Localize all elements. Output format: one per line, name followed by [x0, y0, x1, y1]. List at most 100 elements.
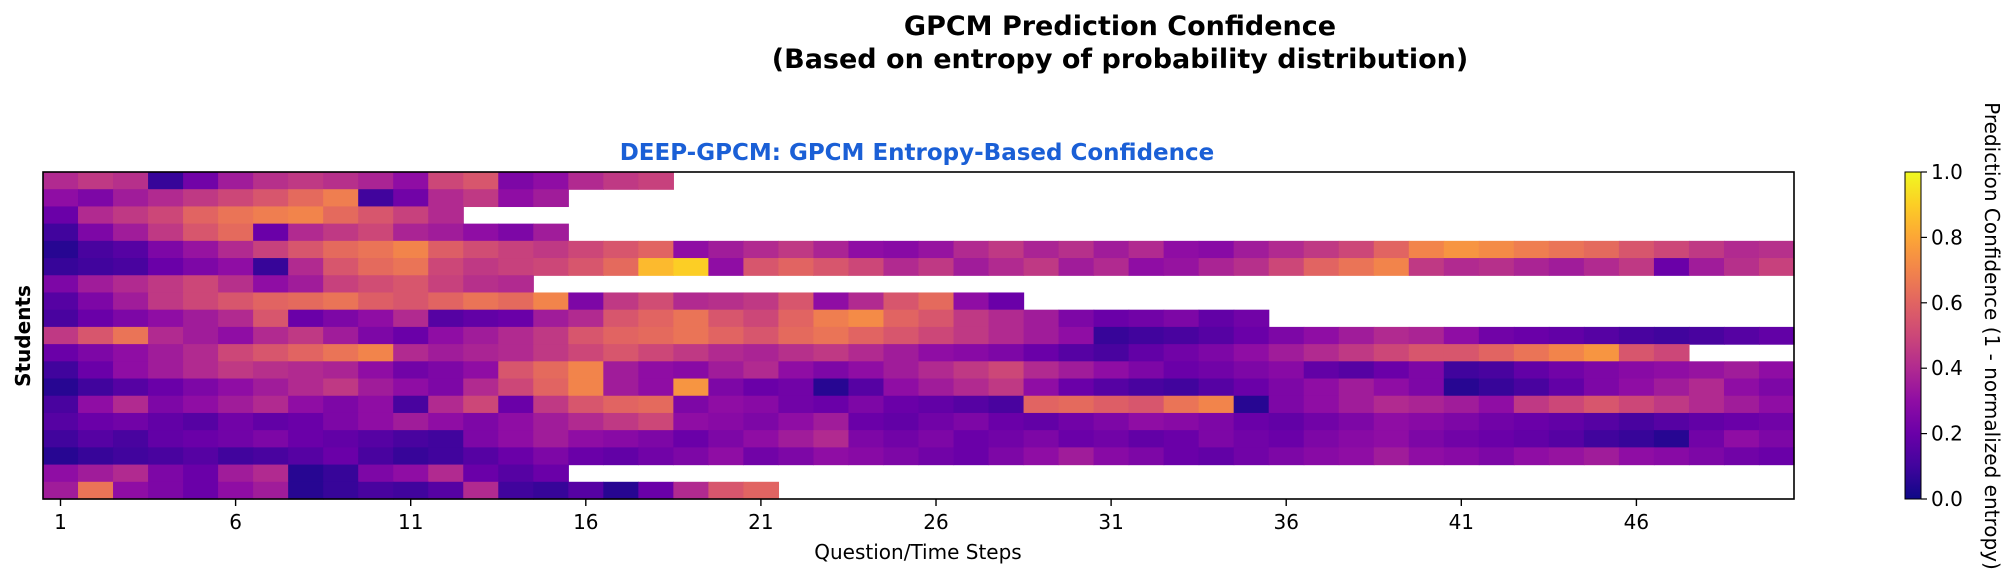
- heatmap-cell: [1303, 430, 1340, 448]
- heatmap-cell: [498, 378, 534, 397]
- heatmap-cell: [638, 309, 674, 328]
- heatmap-cell: [428, 326, 464, 345]
- heatmap-cell: [743, 395, 780, 414]
- heatmap-cell: [1303, 395, 1340, 414]
- heatmap-cell: [1338, 412, 1375, 431]
- heatmap-cell: [1723, 412, 1760, 431]
- heatmap-cell: [288, 464, 324, 483]
- heatmap-cell: [1373, 344, 1410, 362]
- heatmap-cell: [1268, 412, 1305, 431]
- heatmap-cell: [1198, 344, 1235, 362]
- heatmap-cell: [113, 223, 149, 242]
- heatmap-cell: [1023, 258, 1060, 276]
- heatmap-cell: [43, 378, 79, 397]
- heatmap-cell: [288, 481, 324, 500]
- heatmap-cell: [1653, 258, 1690, 276]
- heatmap-cell: [218, 240, 254, 259]
- heatmap-cell: [183, 189, 219, 208]
- heatmap-cell: [1023, 326, 1060, 345]
- heatmap-cell: [498, 395, 534, 414]
- heatmap-cell: [1023, 309, 1060, 328]
- heatmap-cell: [253, 464, 289, 483]
- heatmap-cell: [323, 412, 359, 431]
- heatmap-cell: [148, 412, 184, 431]
- heatmap-cell: [288, 292, 324, 311]
- heatmap-cell: [883, 412, 920, 431]
- heatmap-cell: [883, 326, 920, 345]
- heatmap-cell: [428, 447, 464, 466]
- heatmap-cell: [498, 326, 534, 345]
- heatmap-cell: [918, 430, 955, 448]
- heatmap-cell: [78, 378, 114, 397]
- heatmap-cell: [603, 378, 639, 397]
- heatmap-cell: [428, 275, 464, 294]
- heatmap-cell: [1233, 258, 1270, 276]
- heatmap-cell: [113, 447, 149, 466]
- heatmap-cell: [43, 258, 79, 276]
- heatmap-cell: [43, 412, 79, 431]
- heatmap-cell: [358, 309, 394, 328]
- heatmap-cell: [988, 395, 1025, 414]
- heatmap-cell: [1163, 258, 1200, 276]
- heatmap-cell: [638, 172, 674, 190]
- heatmap-cell: [323, 361, 359, 380]
- heatmap-cell: [288, 344, 324, 362]
- heatmap-cell: [1093, 326, 1130, 345]
- heatmap-cell: [953, 378, 990, 397]
- heatmap-cell: [673, 309, 709, 328]
- heatmap-cell: [953, 447, 990, 466]
- heatmap-cell: [393, 240, 429, 259]
- heatmap-cell: [1478, 378, 1515, 397]
- heatmap-cell: [533, 292, 569, 311]
- heatmap-cell: [463, 172, 499, 190]
- heatmap-cell: [253, 412, 289, 431]
- heatmap-cell: [1513, 258, 1550, 276]
- heatmap-cell: [183, 361, 219, 380]
- heatmap-cell: [1233, 430, 1270, 448]
- colorbar-tick-label: 1.0: [1931, 160, 1963, 184]
- heatmap-cell: [1583, 430, 1620, 448]
- heatmap-cell: [1198, 258, 1235, 276]
- heatmap-cell: [1338, 447, 1375, 466]
- heatmap-cell: [918, 326, 955, 345]
- heatmap-cell: [78, 206, 114, 225]
- heatmap-cell: [1023, 395, 1060, 414]
- heatmap-cell: [1408, 361, 1445, 380]
- heatmap-cell: [743, 412, 780, 431]
- heatmap-cell: [78, 430, 114, 448]
- heatmap-cell: [1548, 240, 1585, 259]
- heatmap-cell: [218, 464, 254, 483]
- heatmap-cell: [568, 378, 604, 397]
- heatmap-cell: [1093, 344, 1130, 362]
- heatmap-cell: [393, 292, 429, 311]
- heatmap-cell: [708, 361, 744, 380]
- heatmap-cell: [393, 464, 429, 483]
- heatmap-cell: [848, 412, 885, 431]
- heatmap-cell: [218, 481, 254, 500]
- heatmap-cell: [113, 412, 149, 431]
- heatmap-cell: [463, 258, 499, 276]
- heatmap-cell: [183, 292, 219, 311]
- heatmap-cell: [43, 361, 79, 380]
- heatmap-cell: [78, 292, 114, 311]
- colorbar-tick-label: 0.0: [1931, 487, 1963, 511]
- heatmap-cell: [183, 481, 219, 500]
- heatmap-cell: [1723, 378, 1760, 397]
- heatmap-cell: [603, 309, 639, 328]
- heatmap-cell: [673, 447, 709, 466]
- heatmap-cell: [148, 447, 184, 466]
- heatmap-cell: [358, 206, 394, 225]
- heatmap-cell: [113, 258, 149, 276]
- heatmap-cell: [253, 447, 289, 466]
- heatmap-cell: [1163, 395, 1200, 414]
- heatmap-cell: [463, 344, 499, 362]
- heatmap-cell: [1583, 412, 1620, 431]
- heatmap-cell: [1548, 395, 1585, 414]
- heatmap-cell: [463, 223, 499, 242]
- heatmap-cell: [1758, 361, 1795, 380]
- heatmap-cell: [1058, 240, 1095, 259]
- heatmap-cell: [253, 378, 289, 397]
- heatmap-cell: [1303, 258, 1340, 276]
- heatmap-cell: [1443, 395, 1480, 414]
- heatmap-cell: [358, 223, 394, 242]
